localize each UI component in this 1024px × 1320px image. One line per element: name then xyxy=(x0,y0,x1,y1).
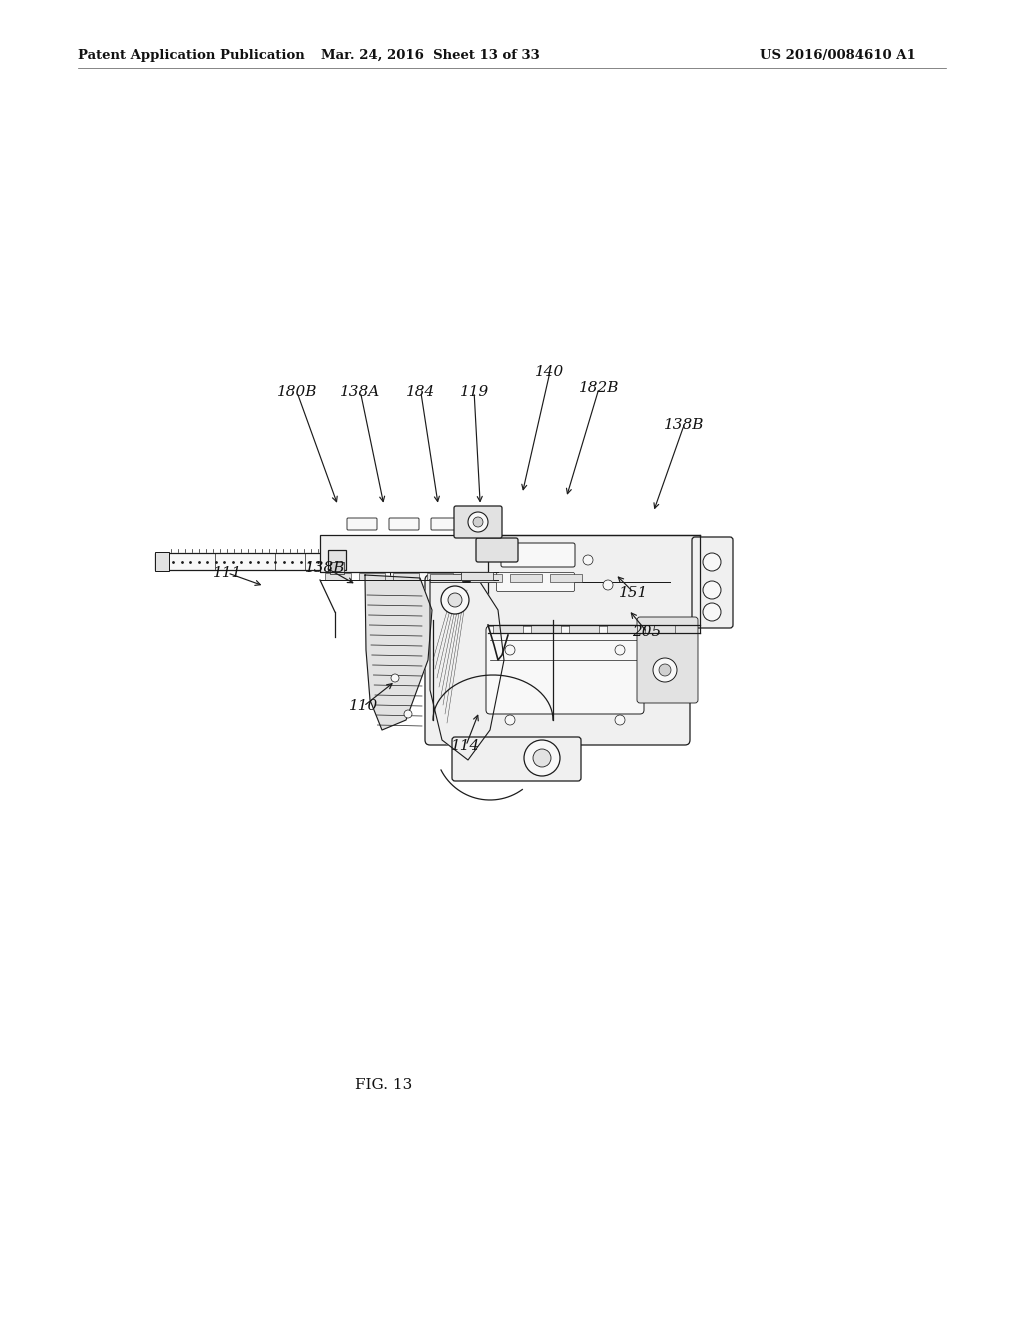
FancyBboxPatch shape xyxy=(486,626,644,714)
Text: FIG. 13: FIG. 13 xyxy=(355,1078,413,1092)
Text: 138B: 138B xyxy=(305,561,346,574)
Circle shape xyxy=(441,586,469,614)
Bar xyxy=(569,624,599,634)
Bar xyxy=(393,573,419,579)
Polygon shape xyxy=(430,579,504,760)
Circle shape xyxy=(534,748,551,767)
Text: 138A: 138A xyxy=(340,385,381,399)
Bar xyxy=(531,624,561,634)
FancyBboxPatch shape xyxy=(389,517,419,531)
FancyBboxPatch shape xyxy=(347,517,377,531)
Text: 140: 140 xyxy=(536,366,564,379)
Bar xyxy=(390,570,670,655)
Polygon shape xyxy=(365,576,432,730)
Bar xyxy=(510,574,542,582)
Circle shape xyxy=(449,593,462,607)
Text: 182B: 182B xyxy=(579,381,620,395)
Bar xyxy=(461,572,493,579)
Circle shape xyxy=(615,645,625,655)
Text: 110: 110 xyxy=(349,700,378,713)
Bar xyxy=(493,624,523,634)
Bar xyxy=(155,552,169,572)
Bar xyxy=(470,574,502,582)
Bar xyxy=(488,535,700,624)
Bar xyxy=(319,535,498,572)
FancyBboxPatch shape xyxy=(431,517,461,531)
Circle shape xyxy=(703,581,721,599)
Bar xyxy=(645,624,675,634)
Circle shape xyxy=(583,554,593,565)
Text: Patent Application Publication: Patent Application Publication xyxy=(78,49,305,62)
Bar xyxy=(359,573,385,579)
Bar xyxy=(325,573,351,579)
Text: 184: 184 xyxy=(407,385,435,399)
Bar xyxy=(330,562,344,574)
Text: 111: 111 xyxy=(213,566,242,579)
FancyBboxPatch shape xyxy=(452,737,581,781)
Bar xyxy=(427,573,453,579)
Circle shape xyxy=(473,517,483,527)
Text: Mar. 24, 2016  Sheet 13 of 33: Mar. 24, 2016 Sheet 13 of 33 xyxy=(321,49,540,62)
Text: 114: 114 xyxy=(452,739,480,752)
Bar xyxy=(155,553,328,570)
Text: 151: 151 xyxy=(620,586,648,599)
Bar xyxy=(607,624,637,634)
Circle shape xyxy=(404,710,412,718)
Text: 119: 119 xyxy=(460,385,488,399)
Bar xyxy=(461,573,487,579)
Text: 205: 205 xyxy=(633,626,662,639)
Circle shape xyxy=(505,645,515,655)
Circle shape xyxy=(391,675,399,682)
Circle shape xyxy=(653,657,677,682)
FancyBboxPatch shape xyxy=(497,573,574,591)
Text: US 2016/0084610 A1: US 2016/0084610 A1 xyxy=(760,49,915,62)
Circle shape xyxy=(615,715,625,725)
Text: 138B: 138B xyxy=(664,418,705,432)
Circle shape xyxy=(505,715,515,725)
Circle shape xyxy=(703,553,721,572)
FancyBboxPatch shape xyxy=(692,537,733,628)
Circle shape xyxy=(603,579,613,590)
Bar xyxy=(430,574,462,582)
Bar xyxy=(550,574,582,582)
Circle shape xyxy=(524,741,560,776)
Circle shape xyxy=(659,664,671,676)
Bar xyxy=(328,550,346,570)
FancyBboxPatch shape xyxy=(454,506,502,539)
Circle shape xyxy=(468,512,488,532)
Circle shape xyxy=(703,603,721,620)
FancyBboxPatch shape xyxy=(501,543,575,568)
FancyBboxPatch shape xyxy=(637,616,698,704)
FancyBboxPatch shape xyxy=(425,576,690,744)
FancyBboxPatch shape xyxy=(476,539,518,562)
Text: 180B: 180B xyxy=(276,385,317,399)
